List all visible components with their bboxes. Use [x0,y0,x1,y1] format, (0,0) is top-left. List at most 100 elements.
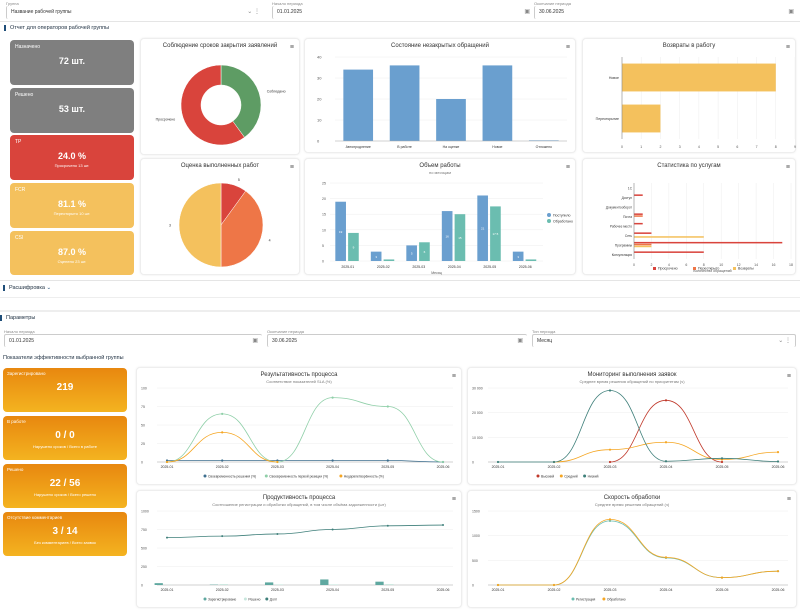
y-tick-label: 75 [141,405,145,409]
x-tick-label: 2025-05 [381,588,394,592]
date-from-input[interactable]: 01.01.2025 ▣ [4,334,262,347]
menu-icon[interactable]: ≡ [786,496,791,503]
x-tick-label: 2 [650,263,652,267]
decoding-toggle[interactable]: Расшифровка ⌄ [3,285,51,291]
legend-label: Поступило [553,214,571,218]
bar [385,584,394,585]
x-tick-label: 4 [668,263,670,267]
data-point [221,535,224,538]
bar [528,140,559,141]
date-from-input[interactable]: 01.01.2025 ▣ [272,6,534,19]
menu-icon[interactable]: ≡ [451,496,456,503]
y-tick-label: Доступ [622,196,633,200]
bar [441,211,453,261]
chart-title: Результативность процесса [260,372,338,378]
menu-icon[interactable]: ≡ [785,44,790,51]
pie-chart-panel: Оценка выполненных работ ≡ 5 4 3 [140,158,300,275]
kpi-subtitle: Просрочено 13 шт. [54,163,90,168]
kpi-value: 53 шт. [58,104,86,114]
calendar-icon[interactable]: ▣ [788,9,794,15]
y-tick-label: 250 [141,565,147,569]
kpi-card: FCR 81.1 % Переоткрыто 10 шт. [10,183,134,228]
chart-title: Соблюдение сроков закрытия заявлений [162,43,278,49]
slice-label: Соблюдено [267,89,286,93]
series-line [609,399,723,463]
y-tick-label: Новое [609,76,619,80]
data-label: 19 [339,230,343,234]
bar [330,584,339,585]
menu-icon[interactable]: ≡ [565,164,570,171]
data-point [276,532,279,535]
x-tick-label: 2025-03 [604,588,617,592]
data-point [664,441,668,444]
legend-label: Возвраты [738,267,754,271]
menu-icon[interactable]: ≡ [289,44,294,51]
legend-label: Неудовлетворённость (%) [344,475,384,479]
menu-icon[interactable]: ≡ [289,164,294,171]
kpi-card: TP 24.0 % Просрочено 13 шт. [10,135,134,180]
bar [264,582,274,585]
data-point [331,396,334,399]
kpi-title: TP [15,139,22,145]
bar [419,242,430,261]
y-tick-label: 1000 [141,510,149,514]
data-point [221,431,224,434]
data-point [221,459,224,462]
pie-chart: 5 4 3 [169,178,271,268]
date-to-filter: Окончание периода 30.06.2025 ▣ [534,1,798,19]
menu-icon[interactable]: ≡ [565,44,570,51]
chart-title: Статистика по услугам [657,163,721,169]
hbar-chart-panel: Возвраты в работу ≡ 0 1 2 3 4 5 6 7 8 9 Новое Перео… [582,38,796,153]
y-tick-label: 25 [322,182,326,186]
legend-label: Средний [564,475,578,479]
calendar-icon[interactable]: ▣ [517,338,523,344]
y-tick-label: 25 [141,442,145,446]
data-point [776,570,780,573]
group-select[interactable]: Название рабочей группы ⌄ ⋮ [6,6,264,19]
kpi-subtitle: Без комментариев / Всего заявок [34,540,96,545]
date-to-input[interactable]: 30.06.2025 ▣ [267,334,527,347]
kpi-title: В работе [7,419,26,424]
date-to-filter-2: Окончание периода 30.06.2025 ▣ [267,329,527,347]
y-tick-label: 40 [317,55,322,60]
legend-marker [536,474,540,478]
chart-subtitle: Среднее время решения обращений (ч) [594,502,670,507]
series-line [498,518,779,586]
y-tick-label: Программы [615,243,633,247]
bar [634,241,783,244]
y-tick-label: Сеть [625,234,632,238]
x-tick-label: 6 [685,263,687,267]
section-title: Расшифровка [9,285,45,291]
data-point [664,399,668,402]
menu-icon[interactable]: ≡ [451,373,456,380]
legend-label: Своевременность решения (%) [208,475,256,479]
x-tick-label: Автопродление [346,145,371,149]
y-tick-label: 0 [472,461,474,465]
date-to-value: 30.06.2025 [539,9,565,15]
date-to-label: Окончание периода [534,1,571,6]
x-tick-label: 16 [772,263,776,267]
slice-label: 3 [169,224,171,228]
kpi-subtitle: Оценено 23 шт. [57,259,87,264]
y-tick-label: 50 [141,424,145,428]
y-tick-label: 500 [472,559,478,563]
x-tick-label: 2025-06 [772,588,785,592]
calendar-icon[interactable]: ▣ [252,338,258,344]
x-tick-label: 1 [640,145,642,149]
kpi-subtitle: Нарушено сроков / Всего решено [33,492,97,497]
x-tick-label: 2025-03 [271,465,284,469]
calendar-icon[interactable]: ▣ [524,9,530,15]
bar [634,222,643,225]
kpi-value: 87.0 % [57,247,87,257]
y-tick-label: 100 [141,387,147,391]
kpi-title: FCR [15,187,26,193]
menu-icon[interactable]: ≡ [786,373,791,380]
volume-chart: 0 5 10 15 20 25 19 9 2025-01 3 2025-02 5 6 2025-03 16 1… [322,182,573,276]
date-from-filter: Начало периода 01.01.2025 ▣ [272,1,534,19]
date-to-input[interactable]: 30.06.2025 ▣ [534,6,798,19]
menu-icon[interactable]: ≡ [785,164,790,171]
data-point [776,460,780,463]
period-select[interactable]: Месяц ⌄ ⋮ [532,334,796,347]
legend-marker [693,267,696,270]
bar [320,579,329,585]
